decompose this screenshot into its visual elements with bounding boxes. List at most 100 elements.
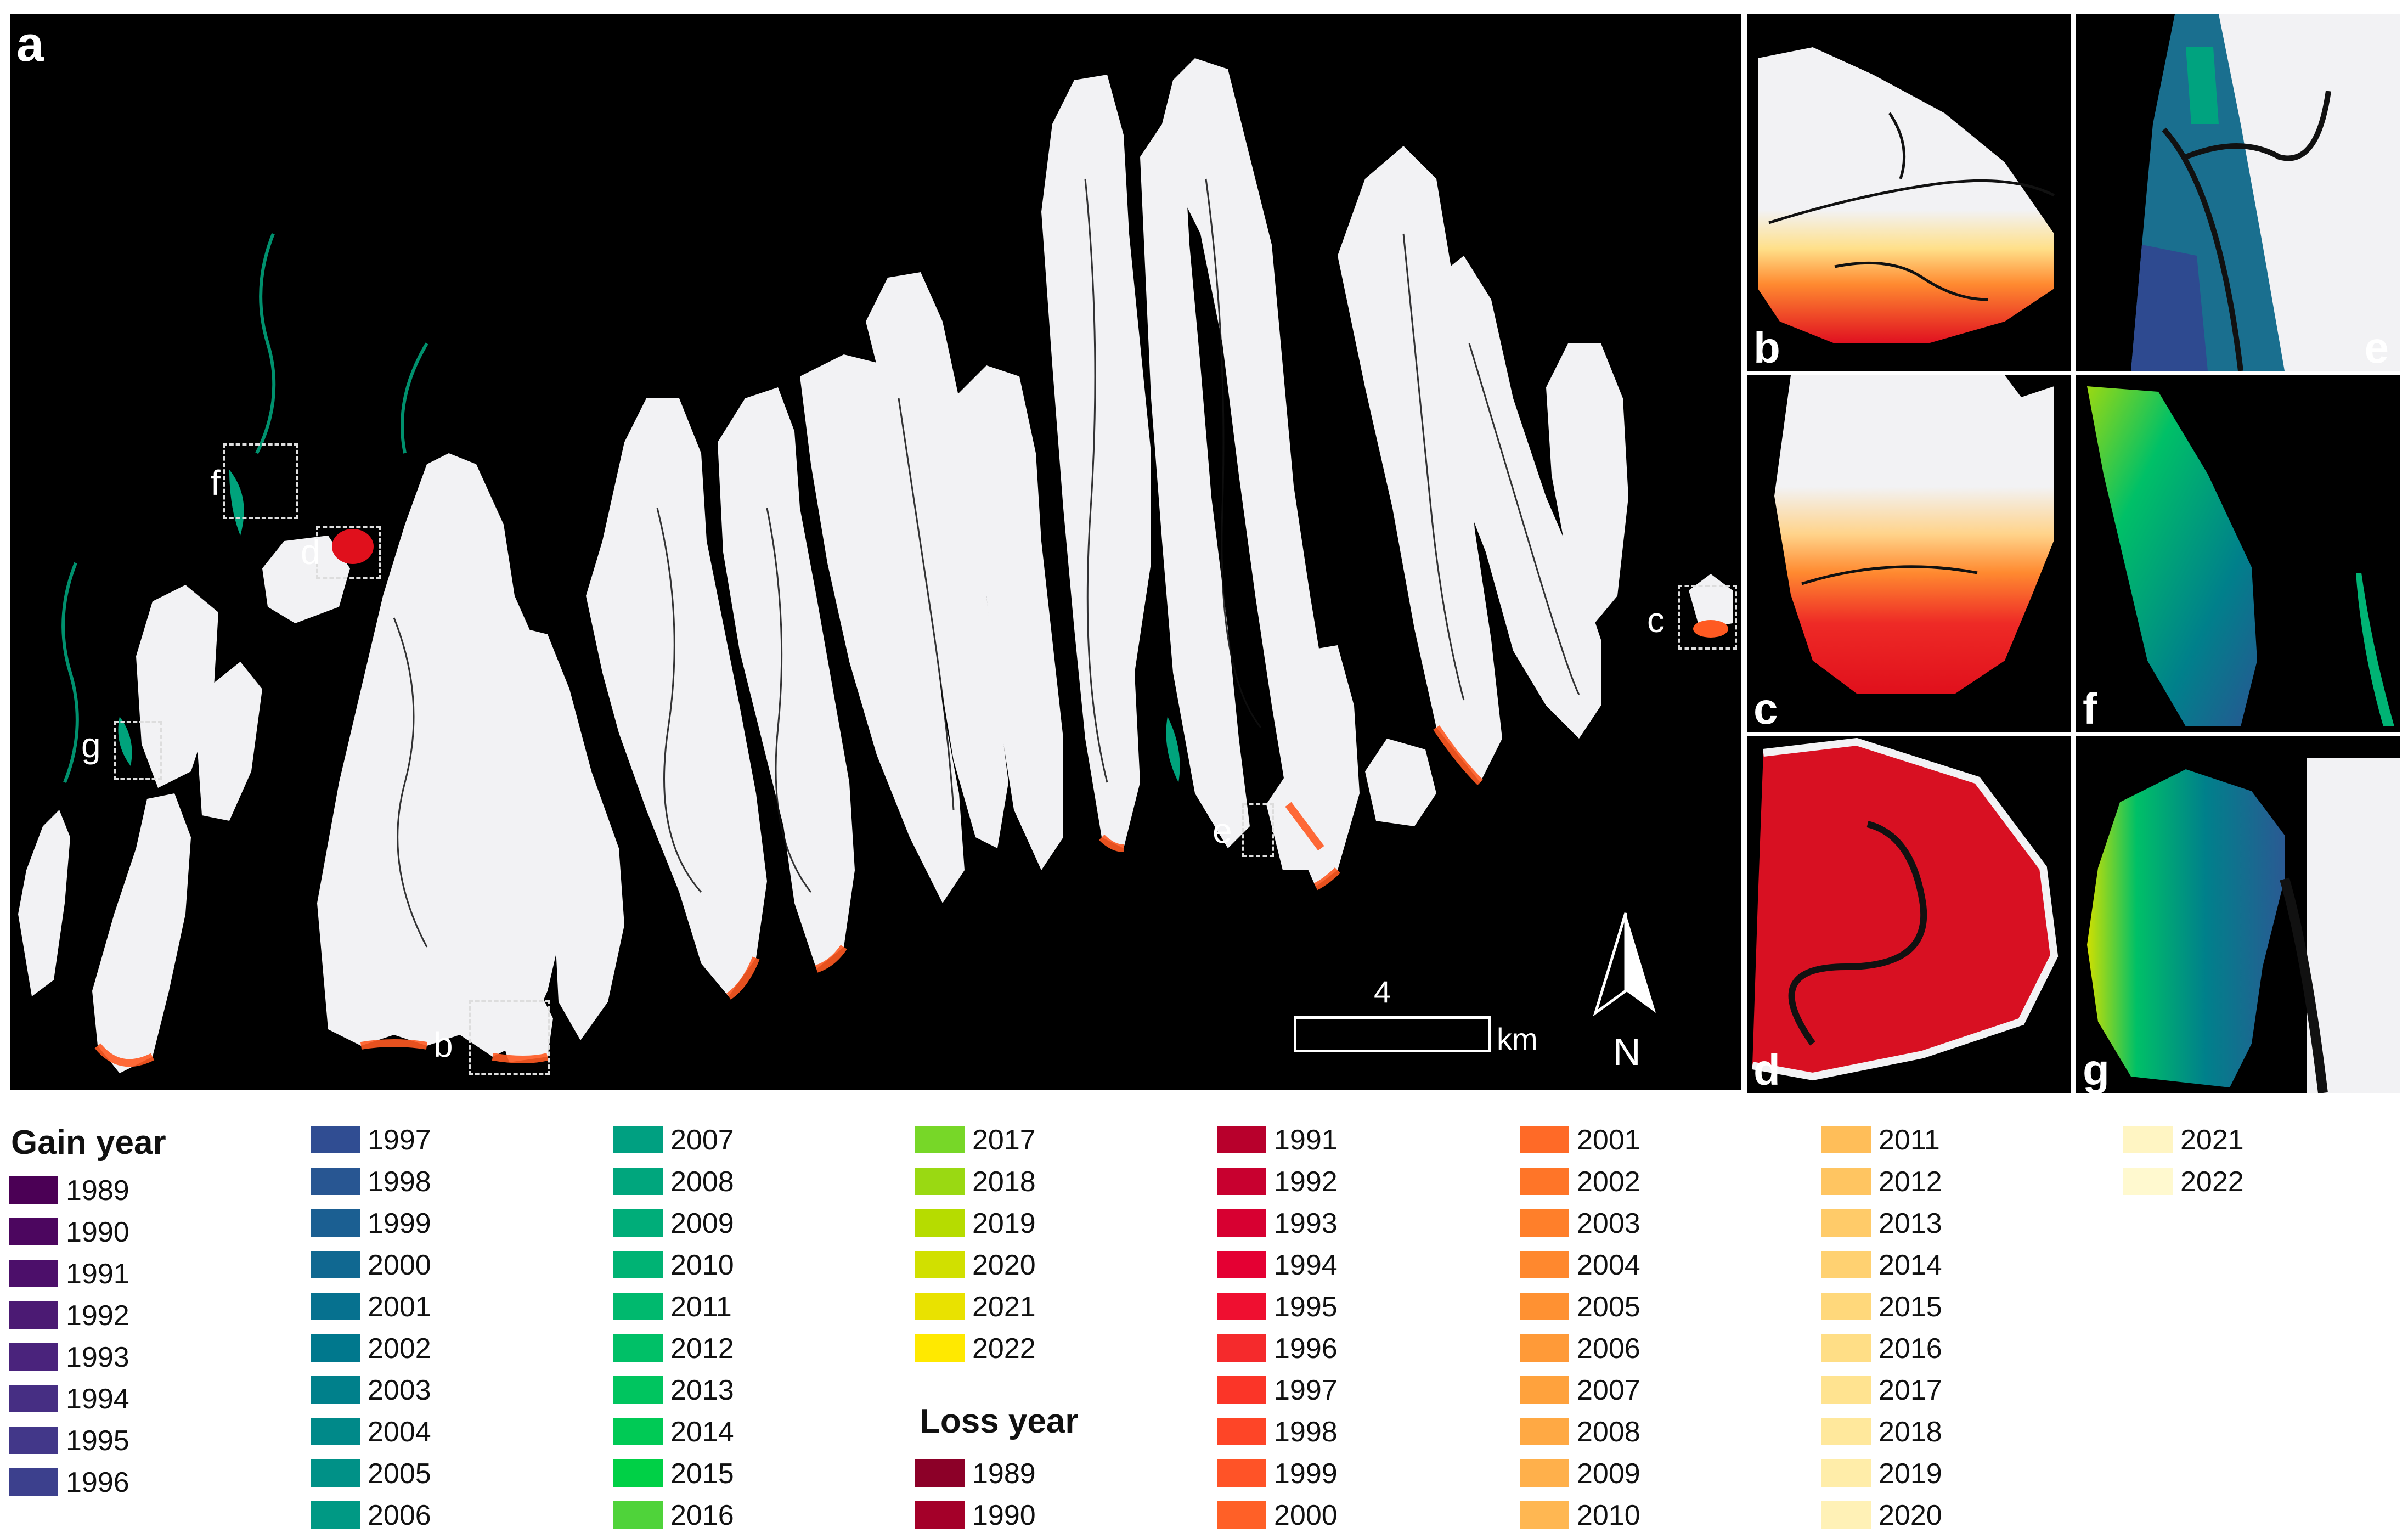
inset-b: b bbox=[1747, 14, 2071, 371]
gain-patch bbox=[229, 470, 244, 536]
legend-swatch bbox=[311, 1459, 360, 1487]
legend-swatch bbox=[915, 1501, 965, 1529]
legend-label: 2009 bbox=[1577, 1458, 1640, 1490]
inset-marker-label-b: b bbox=[433, 1025, 453, 1064]
inset-marker-f bbox=[223, 443, 298, 519]
legend-swatch bbox=[311, 1209, 360, 1237]
legend-label: 2022 bbox=[2180, 1166, 2244, 1198]
loss-edge bbox=[1433, 725, 1483, 785]
legend-swatch bbox=[2123, 1126, 2173, 1153]
inset-label-d: d bbox=[1753, 1045, 1780, 1093]
legend-label: 2013 bbox=[1879, 1208, 1942, 1239]
scale-bar bbox=[1294, 1016, 1491, 1052]
legend-swatch bbox=[915, 1168, 965, 1195]
legend-swatch bbox=[1520, 1334, 1569, 1362]
island bbox=[482, 623, 624, 1040]
legend-swatch bbox=[9, 1301, 58, 1329]
legend-swatch bbox=[915, 1209, 965, 1237]
island bbox=[317, 453, 575, 1057]
legend-label: 1991 bbox=[1274, 1124, 1338, 1156]
legend-label: 2015 bbox=[670, 1458, 734, 1490]
inset-d: d bbox=[1747, 736, 2071, 1093]
loss-edge bbox=[94, 1043, 155, 1067]
inset-label-g: g bbox=[2083, 1045, 2110, 1093]
legend-label: 2011 bbox=[670, 1291, 732, 1323]
legend-swatch bbox=[1217, 1459, 1266, 1487]
legend-label: 2014 bbox=[1879, 1249, 1942, 1281]
legend-swatch bbox=[915, 1126, 965, 1153]
loss-edge bbox=[1313, 867, 1340, 891]
legend-swatch bbox=[9, 1427, 58, 1454]
inset-marker-label-c: c bbox=[1647, 600, 1665, 640]
legend-label: 2007 bbox=[670, 1124, 734, 1156]
island bbox=[800, 354, 965, 903]
legend-swatch bbox=[1520, 1459, 1569, 1487]
legend-label: 1990 bbox=[66, 1216, 129, 1248]
legend-swatch bbox=[613, 1418, 663, 1445]
legend-swatch bbox=[1821, 1168, 1871, 1195]
legend-label: 2005 bbox=[1577, 1291, 1640, 1323]
legend-swatch bbox=[613, 1126, 663, 1153]
legend-label: 1997 bbox=[1274, 1374, 1338, 1406]
legend-label: 1994 bbox=[1274, 1249, 1338, 1281]
legend-label: 2007 bbox=[1577, 1374, 1640, 1406]
legend-swatch bbox=[1821, 1251, 1871, 1278]
legend: Gain year Loss year 1989 1990 1991 1992 1993… bbox=[0, 1097, 2408, 1531]
legend-swatch bbox=[1821, 1334, 1871, 1362]
channel bbox=[1205, 178, 1262, 728]
legend-label: 2000 bbox=[368, 1249, 431, 1281]
legend-label: 1996 bbox=[66, 1467, 129, 1498]
inset-marker-d bbox=[316, 526, 381, 579]
legend-label: 1993 bbox=[1274, 1208, 1338, 1239]
legend-swatch bbox=[613, 1251, 663, 1278]
legend-label: 2002 bbox=[1577, 1166, 1640, 1198]
channel bbox=[1468, 343, 1580, 695]
legend-label: 2002 bbox=[368, 1333, 431, 1365]
legend-label: 2017 bbox=[1879, 1374, 1942, 1406]
island bbox=[954, 365, 1063, 870]
legend-swatch bbox=[311, 1501, 360, 1529]
legend-label: 2016 bbox=[1879, 1333, 1942, 1365]
legend-label: 1999 bbox=[1274, 1458, 1338, 1490]
legend-swatch bbox=[1217, 1501, 1266, 1529]
loss-patch bbox=[1693, 620, 1728, 638]
legend-label: 2022 bbox=[972, 1333, 1036, 1365]
legend-swatch bbox=[915, 1459, 965, 1487]
legend-swatch bbox=[311, 1293, 360, 1320]
legend-label: 2017 bbox=[972, 1124, 1036, 1156]
channel bbox=[898, 398, 955, 810]
island-map bbox=[18, 58, 1733, 1073]
legend-label: 1989 bbox=[972, 1458, 1036, 1490]
legend-label: 2016 bbox=[670, 1500, 734, 1531]
legend-label: 2021 bbox=[972, 1291, 1036, 1323]
legend-label: 1993 bbox=[66, 1342, 129, 1373]
channel bbox=[1084, 178, 1108, 783]
legend-swatch bbox=[1217, 1334, 1266, 1362]
legend-label: 2006 bbox=[1577, 1333, 1640, 1365]
channel bbox=[393, 617, 428, 948]
scale-bar-unit: km bbox=[1497, 1022, 1538, 1056]
panel-label-a: a bbox=[16, 17, 44, 72]
legend-swatch bbox=[9, 1385, 58, 1412]
inset-marker-label-g: g bbox=[81, 725, 101, 765]
main-map: a f d g b c e 4 km N bbox=[10, 14, 1741, 1090]
legend-label: 2015 bbox=[1879, 1291, 1942, 1323]
legend-swatch bbox=[9, 1468, 58, 1496]
legend-label: 2009 bbox=[670, 1208, 734, 1239]
legend-swatch bbox=[1217, 1376, 1266, 1404]
loss-edge bbox=[492, 1053, 549, 1063]
legend-label: 2011 bbox=[1879, 1124, 1940, 1156]
inset-g: g bbox=[2076, 736, 2400, 1093]
legend-swatch bbox=[915, 1293, 965, 1320]
legend-label: 1989 bbox=[66, 1175, 129, 1207]
legend-label: 2014 bbox=[670, 1416, 734, 1448]
inset-marker-e bbox=[1242, 803, 1274, 857]
legend-label: 2012 bbox=[1879, 1166, 1942, 1198]
legend-label: 2003 bbox=[368, 1374, 431, 1406]
island bbox=[1041, 75, 1151, 848]
legend-label: 2013 bbox=[670, 1374, 734, 1406]
legend-label: 2003 bbox=[1577, 1208, 1640, 1239]
legend-swatch bbox=[1520, 1251, 1569, 1278]
legend-swatch bbox=[1520, 1376, 1569, 1404]
legend-swatch bbox=[1821, 1459, 1871, 1487]
